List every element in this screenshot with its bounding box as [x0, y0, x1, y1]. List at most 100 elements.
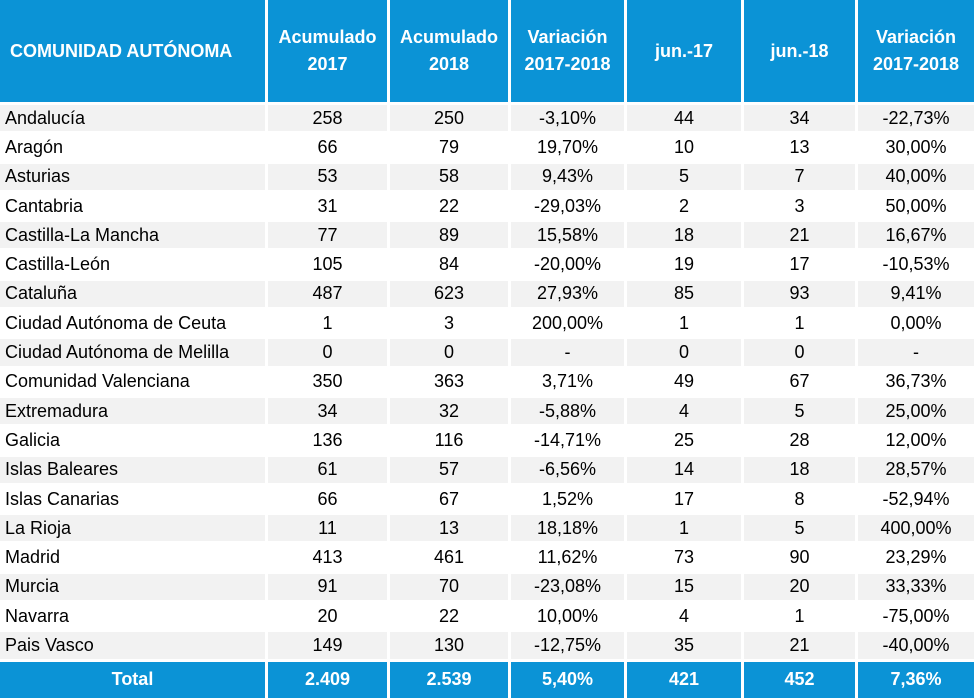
value-cell: 130 — [390, 632, 508, 659]
total-label: Total — [0, 661, 265, 698]
region-cell: Cataluña — [0, 280, 265, 308]
header-text: Acumulado — [399, 27, 498, 47]
value-cell: 35 — [627, 632, 741, 659]
header-text: Variación — [527, 27, 608, 47]
value-cell: 34 — [744, 105, 855, 132]
value-cell: 258 — [268, 105, 387, 132]
value-cell: 23,29% — [858, 544, 974, 571]
value-cell: 13 — [744, 134, 855, 161]
total-cell: 2.409 — [268, 661, 387, 698]
value-cell: 20 — [268, 603, 387, 630]
value-cell: 149 — [268, 632, 387, 659]
value-cell: -40,00% — [858, 632, 974, 659]
header-cell: Variación 2017-2018 — [511, 0, 624, 102]
value-cell: 5 — [627, 163, 741, 190]
value-cell: 1 — [744, 603, 855, 630]
value-cell: 5 — [744, 515, 855, 542]
value-cell: 16,67% — [858, 222, 974, 249]
region-cell: Madrid — [0, 544, 265, 571]
value-cell: -5,88% — [511, 397, 624, 425]
value-cell: 84 — [390, 251, 508, 278]
value-cell: 90 — [744, 544, 855, 571]
header-text: jun.-17 — [654, 40, 713, 61]
value-cell: 27,93% — [511, 280, 624, 308]
value-cell: 22 — [390, 192, 508, 220]
header-text: 2017-2018 — [872, 54, 960, 74]
value-cell: -6,56% — [511, 456, 624, 483]
value-cell: 34 — [268, 397, 387, 425]
value-cell: 17 — [627, 485, 741, 513]
value-cell: 413 — [268, 544, 387, 571]
value-cell: -3,10% — [511, 105, 624, 132]
header-text: COMUNIDAD AUTÓNOMA — [10, 40, 233, 61]
value-cell: 461 — [390, 544, 508, 571]
value-cell: 66 — [268, 134, 387, 161]
header-text: 2017-2018 — [524, 54, 611, 74]
value-cell: 623 — [390, 280, 508, 308]
value-cell: 91 — [268, 573, 387, 601]
value-cell: 14 — [627, 456, 741, 483]
value-cell: - — [511, 339, 624, 366]
value-cell: 200,00% — [511, 310, 624, 337]
value-cell: 18,18% — [511, 515, 624, 542]
region-cell: Navarra — [0, 603, 265, 630]
value-cell: 10,00% — [511, 603, 624, 630]
value-cell: 21 — [744, 632, 855, 659]
header-text: 2017 — [307, 54, 348, 74]
value-cell: 73 — [627, 544, 741, 571]
value-cell: 19 — [627, 251, 741, 278]
header-cell: Acumulado 2018 — [390, 0, 508, 102]
value-cell: 250 — [390, 105, 508, 132]
value-cell: - — [858, 339, 974, 366]
value-cell: 11,62% — [511, 544, 624, 571]
value-cell: 77 — [268, 222, 387, 249]
value-cell: 70 — [390, 573, 508, 601]
region-cell: Islas Baleares — [0, 456, 265, 483]
value-cell: 15 — [627, 573, 741, 601]
value-cell: 28 — [744, 427, 855, 454]
value-cell: 1,52% — [511, 485, 624, 513]
value-cell: -10,53% — [858, 251, 974, 278]
value-cell: 363 — [390, 368, 508, 395]
value-cell: 8 — [744, 485, 855, 513]
value-cell: 31 — [268, 192, 387, 220]
value-cell: 18 — [744, 456, 855, 483]
value-cell: 58 — [390, 163, 508, 190]
region-cell: Ciudad Autónoma de Ceuta — [0, 310, 265, 337]
value-cell: 67 — [390, 485, 508, 513]
value-cell: 105 — [268, 251, 387, 278]
value-cell: 53 — [268, 163, 387, 190]
value-cell: 11 — [268, 515, 387, 542]
value-cell: 136 — [268, 427, 387, 454]
value-cell: -22,73% — [858, 105, 974, 132]
value-cell: 79 — [390, 134, 508, 161]
value-cell: 22 — [390, 603, 508, 630]
region-cell: Ciudad Autónoma de Melilla — [0, 339, 265, 366]
value-cell: 13 — [390, 515, 508, 542]
value-cell: 3,71% — [511, 368, 624, 395]
header-text: jun.-18 — [770, 40, 829, 61]
value-cell: -23,08% — [511, 573, 624, 601]
region-cell: Extremadura — [0, 397, 265, 425]
value-cell: 93 — [744, 280, 855, 308]
value-cell: 3 — [390, 310, 508, 337]
value-cell: 4 — [627, 397, 741, 425]
header-cell: COMUNIDAD AUTÓNOMA — [0, 0, 265, 102]
value-cell: 40,00% — [858, 163, 974, 190]
region-cell: Cantabria — [0, 192, 265, 220]
value-cell: 61 — [268, 456, 387, 483]
value-cell: 15,58% — [511, 222, 624, 249]
total-cell: 5,40% — [511, 661, 624, 698]
region-cell: Murcia — [0, 573, 265, 601]
total-cell: 452 — [744, 661, 855, 698]
value-cell: 9,43% — [511, 163, 624, 190]
value-cell: 89 — [390, 222, 508, 249]
value-cell: 487 — [268, 280, 387, 308]
total-cell: 7,36% — [858, 661, 974, 698]
value-cell: 57 — [390, 456, 508, 483]
value-cell: -52,94% — [858, 485, 974, 513]
value-cell: 400,00% — [858, 515, 974, 542]
value-cell: 19,70% — [511, 134, 624, 161]
value-cell: 1 — [627, 515, 741, 542]
region-cell: Andalucía — [0, 105, 265, 132]
